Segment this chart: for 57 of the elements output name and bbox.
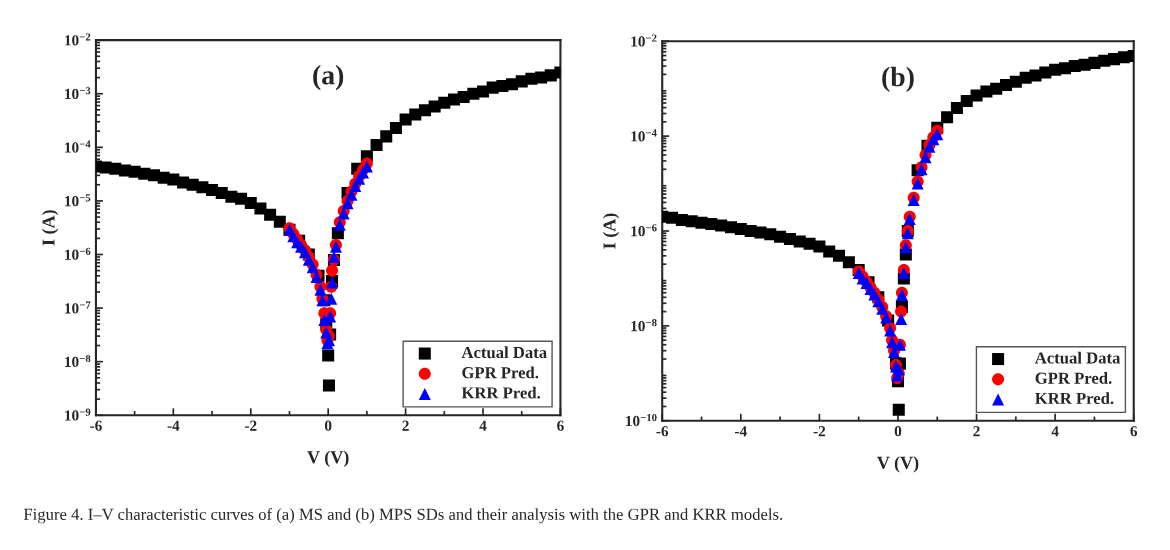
x-tick-label: 6: [1130, 426, 1138, 437]
legend-label: GPR Pred.: [462, 366, 539, 379]
x-tick-label: 6: [557, 420, 564, 431]
y-tick-label: 10$^{−7}$: [65, 301, 91, 314]
point: [892, 403, 905, 416]
point: [380, 130, 393, 143]
y-axis-title: I (A): [602, 213, 620, 249]
x-tick-label: 0: [324, 420, 332, 431]
x-axis-title: V (V): [877, 456, 919, 473]
x-tick-label: 0: [894, 426, 902, 437]
legend-label: KRR Pred.: [1035, 392, 1114, 405]
y-tick-label: 10$^{−8}$: [631, 319, 657, 332]
point: [941, 111, 954, 124]
text: (b): [882, 66, 914, 92]
y-tick-label: 10$^{−8}$: [65, 354, 91, 368]
x-tick-label: -2: [244, 420, 257, 431]
y-tick-label: 10$^{−6}$: [65, 247, 91, 260]
x-tick-label: -6: [656, 426, 669, 437]
legend-label: Actual Data: [461, 346, 547, 359]
point: [823, 245, 836, 258]
y-tick-label: 10$^{−2}$: [65, 33, 91, 46]
y-tick-label: 10$^{−2}$: [631, 34, 657, 47]
y-tick-label: 10$^{−6}$: [631, 224, 657, 237]
point: [325, 292, 338, 305]
y-tick-label: 10$^{−4}$: [65, 140, 91, 153]
y-tick-label: 10$^{−5}$: [65, 194, 91, 207]
x-tick-label: -4: [735, 426, 747, 437]
point: [842, 256, 855, 269]
legend-label: Actual Data: [1034, 351, 1121, 364]
legend-label: GPR Pred.: [1035, 372, 1112, 384]
point: [950, 102, 963, 115]
legend-label: KRR Pred.: [461, 386, 541, 399]
point: [895, 312, 908, 325]
point: [389, 121, 402, 134]
x-tick-label: 4: [1051, 426, 1059, 437]
x-tick-label: 2: [402, 420, 409, 431]
caption: Figure 4. I–V characteristic curves of (a) MS and (b) MPS SDs and their analysis with the GPR and KRR models.: [23, 508, 783, 524]
point: [264, 208, 277, 221]
point: [322, 379, 335, 392]
y-tick-label: 10$^{−4}$: [631, 129, 657, 142]
text: (a): [313, 65, 344, 91]
point: [322, 349, 335, 362]
y-axis-title: I (A): [41, 210, 59, 246]
point: [833, 249, 846, 262]
point: [326, 264, 339, 277]
y-tick-label: 10$^{−3}$: [65, 86, 91, 100]
x-tick-label: 4: [479, 420, 487, 431]
y-tick-label: 10$^{−9}$: [65, 408, 91, 421]
x-tick-label: -6: [90, 420, 102, 431]
x-axis-title: V (V): [307, 450, 349, 468]
y-tick-label: 10$^{−10}$: [626, 413, 657, 427]
point: [370, 139, 383, 152]
x-tick-label: 2: [973, 426, 980, 437]
x-tick-label: -4: [167, 420, 180, 431]
point: [273, 215, 286, 228]
point: [960, 94, 973, 108]
x-tick-label: -2: [813, 426, 826, 437]
